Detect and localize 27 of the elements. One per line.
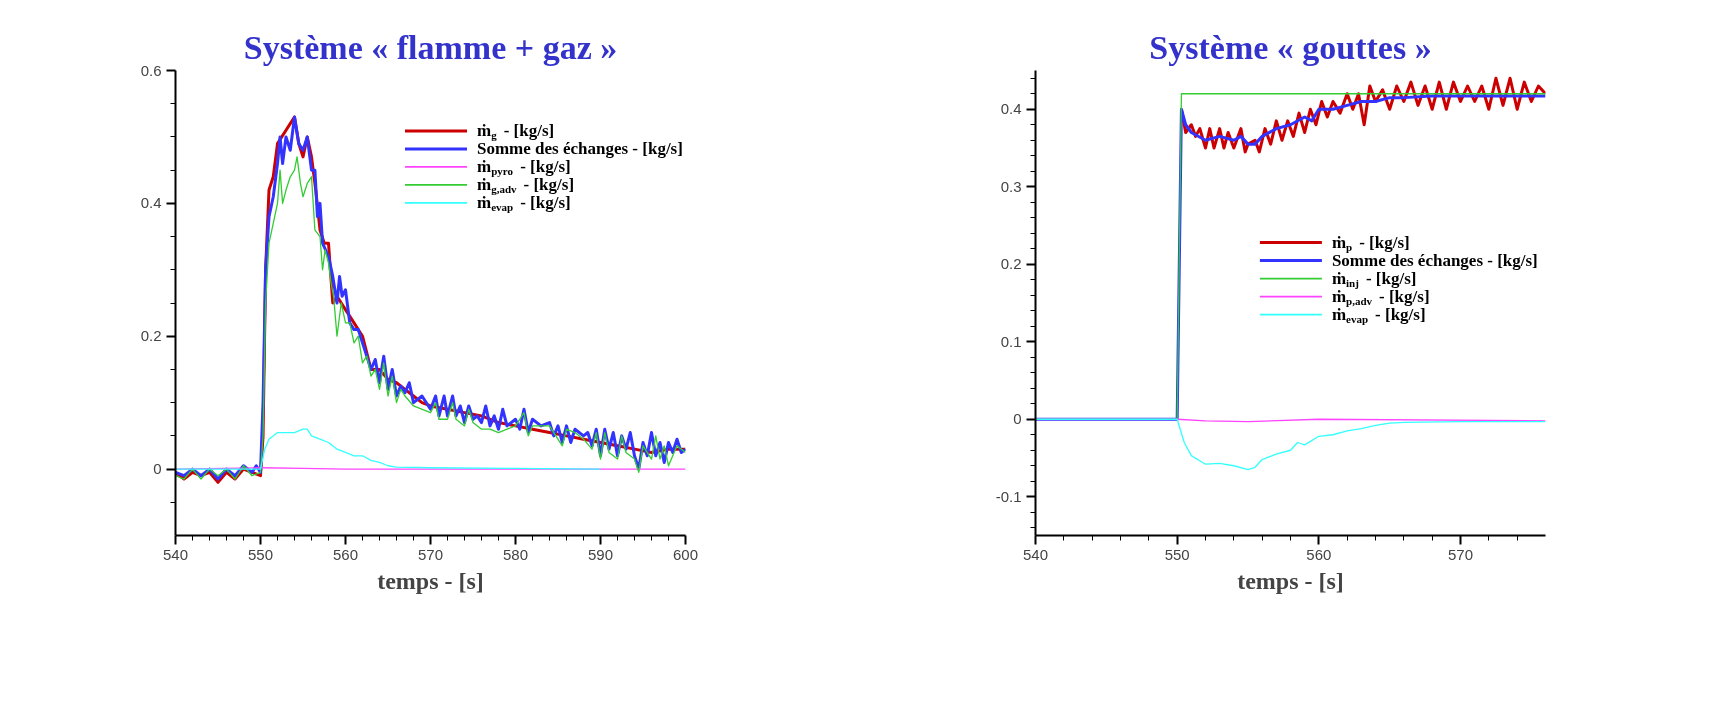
x-tick-label: 570 bbox=[1447, 545, 1474, 563]
y-tick-label: 0.6 bbox=[140, 61, 162, 79]
x-tick-label: 590 bbox=[587, 545, 614, 563]
y-tick-label: -0.1 bbox=[995, 487, 1022, 505]
line-series bbox=[175, 428, 602, 470]
x-axis-title: temps - [s] bbox=[1237, 567, 1344, 594]
y-tick-label: 0.4 bbox=[140, 194, 162, 212]
chart-title: Système « flamme + gaz » bbox=[243, 28, 618, 66]
chart-title: Système « gouttes » bbox=[1149, 28, 1432, 66]
y-tick-label: 0.3 bbox=[1000, 177, 1022, 195]
y-tick-label: 0 bbox=[1013, 410, 1022, 428]
x-tick-label: 550 bbox=[247, 545, 274, 563]
y-tick-label: 0 bbox=[153, 460, 162, 478]
x-tick-label: 600 bbox=[672, 545, 699, 563]
y-tick-label: 0.1 bbox=[1000, 332, 1022, 350]
x-tick-label: 540 bbox=[1022, 545, 1049, 563]
x-tick-label: 560 bbox=[1306, 545, 1332, 563]
y-tick-label: 0.4 bbox=[1000, 100, 1022, 118]
x-tick-label: 580 bbox=[502, 545, 529, 563]
x-axis-title: temps - [s] bbox=[377, 567, 484, 594]
y-tick-label: 0.2 bbox=[140, 327, 162, 345]
x-tick-label: 570 bbox=[417, 545, 444, 563]
line-series bbox=[1035, 418, 1546, 471]
x-tick-label: 550 bbox=[1164, 545, 1190, 563]
x-tick-label: 560 bbox=[332, 545, 359, 563]
x-tick-label: 540 bbox=[162, 545, 189, 563]
y-tick-label: 0.2 bbox=[1000, 255, 1022, 273]
